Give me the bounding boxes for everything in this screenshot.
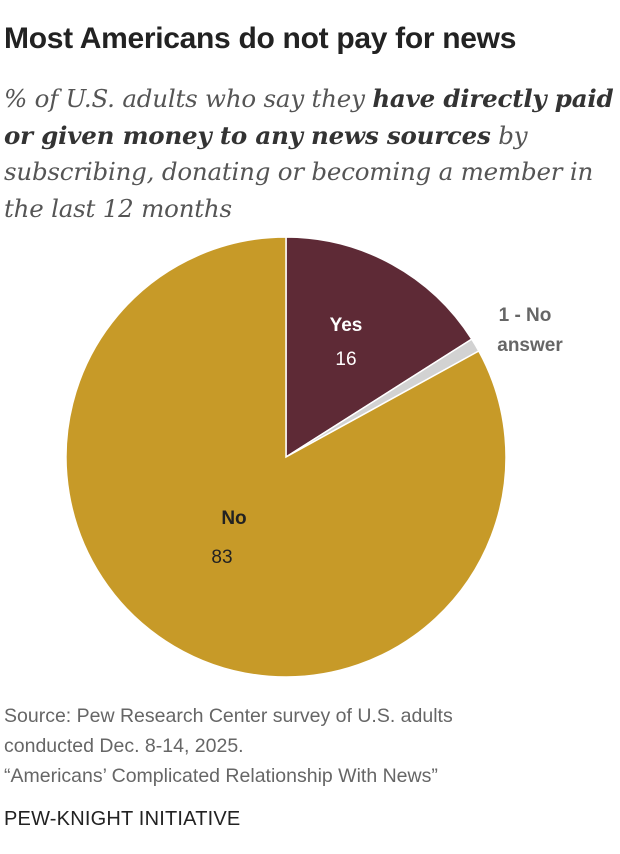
subtitle-pre: % of U.S. adults who say they — [4, 84, 373, 113]
pie-slices — [65, 236, 507, 678]
subtitle-bold: have directly paid or given money to any… — [4, 84, 614, 150]
chart-subtitle: % of U.S. adults who say they have direc… — [4, 81, 616, 227]
subtitle-post: by subscribing, donating or becoming a m… — [4, 120, 594, 223]
slice-label-no-answer: answer — [497, 335, 563, 356]
slice-value-yes: 16 — [335, 349, 356, 370]
source-line-1: Source: Pew Research Center survey of U.… — [4, 705, 453, 727]
chart-title: Most Americans do not pay for news — [4, 22, 517, 55]
pie-slice-yes — [285, 236, 473, 459]
brand-logo-text: PEW-KNIGHT INITIATIVE — [4, 808, 241, 830]
source-line-3: “Americans’ Complicated Relationship Wit… — [4, 765, 438, 787]
slice-label-no: No — [221, 508, 246, 529]
slice-value-no-answer: 1 - No — [499, 305, 552, 326]
source-line-2: conducted Dec. 8-14, 2025. — [4, 735, 244, 757]
pie-slice-no — [65, 236, 507, 678]
slice-value-no: 83 — [211, 547, 232, 568]
slice-label-yes: Yes — [330, 315, 363, 336]
source-note: Source: Pew Research Center survey of U.… — [4, 701, 604, 791]
